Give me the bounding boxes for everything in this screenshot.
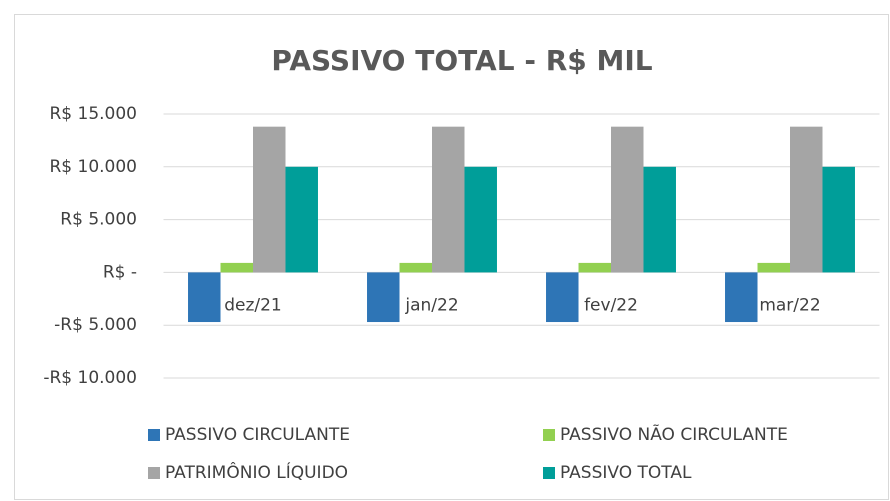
bar (253, 126, 286, 273)
bar (822, 166, 855, 273)
y-tick-label: R$ 15.000 (49, 104, 137, 124)
legend-label: PASSIVO CIRCULANTE (165, 425, 350, 445)
bar (725, 272, 758, 323)
bar (790, 126, 823, 273)
bar (220, 262, 253, 273)
x-tick-label: dez/21 (224, 295, 282, 315)
y-tick-label: R$ - (103, 262, 137, 282)
bar (432, 126, 465, 273)
x-tick-label: mar/22 (759, 295, 820, 315)
bar (578, 262, 611, 273)
x-tick-label: fev/22 (584, 295, 638, 315)
legend-swatch (148, 467, 160, 479)
legend-swatch (543, 429, 555, 441)
bar (546, 272, 579, 323)
x-tick-label: jan/22 (404, 295, 458, 315)
bar (188, 272, 221, 323)
bar (757, 262, 790, 273)
y-tick-label: R$ 10.000 (49, 157, 137, 177)
chart-title: PASSIVO TOTAL - R$ MIL (271, 44, 652, 77)
y-tick-label: -R$ 10.000 (43, 368, 137, 388)
y-tick-label: -R$ 5.000 (54, 315, 137, 335)
bar (399, 262, 432, 273)
bar (285, 166, 318, 273)
bar (611, 126, 644, 273)
legend-label: PASSIVO NÃO CIRCULANTE (560, 423, 788, 445)
legend-swatch (148, 429, 160, 441)
legend-label: PATRIMÔNIO LÍQUIDO (165, 461, 348, 483)
legend-swatch (543, 467, 555, 479)
bar (367, 272, 400, 323)
bar (643, 166, 676, 273)
y-tick-label: R$ 5.000 (60, 210, 137, 230)
bar (464, 166, 497, 273)
legend-label: PASSIVO TOTAL (560, 463, 692, 483)
